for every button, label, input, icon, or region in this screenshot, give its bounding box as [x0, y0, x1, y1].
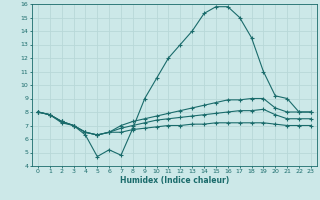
X-axis label: Humidex (Indice chaleur): Humidex (Indice chaleur): [120, 176, 229, 185]
